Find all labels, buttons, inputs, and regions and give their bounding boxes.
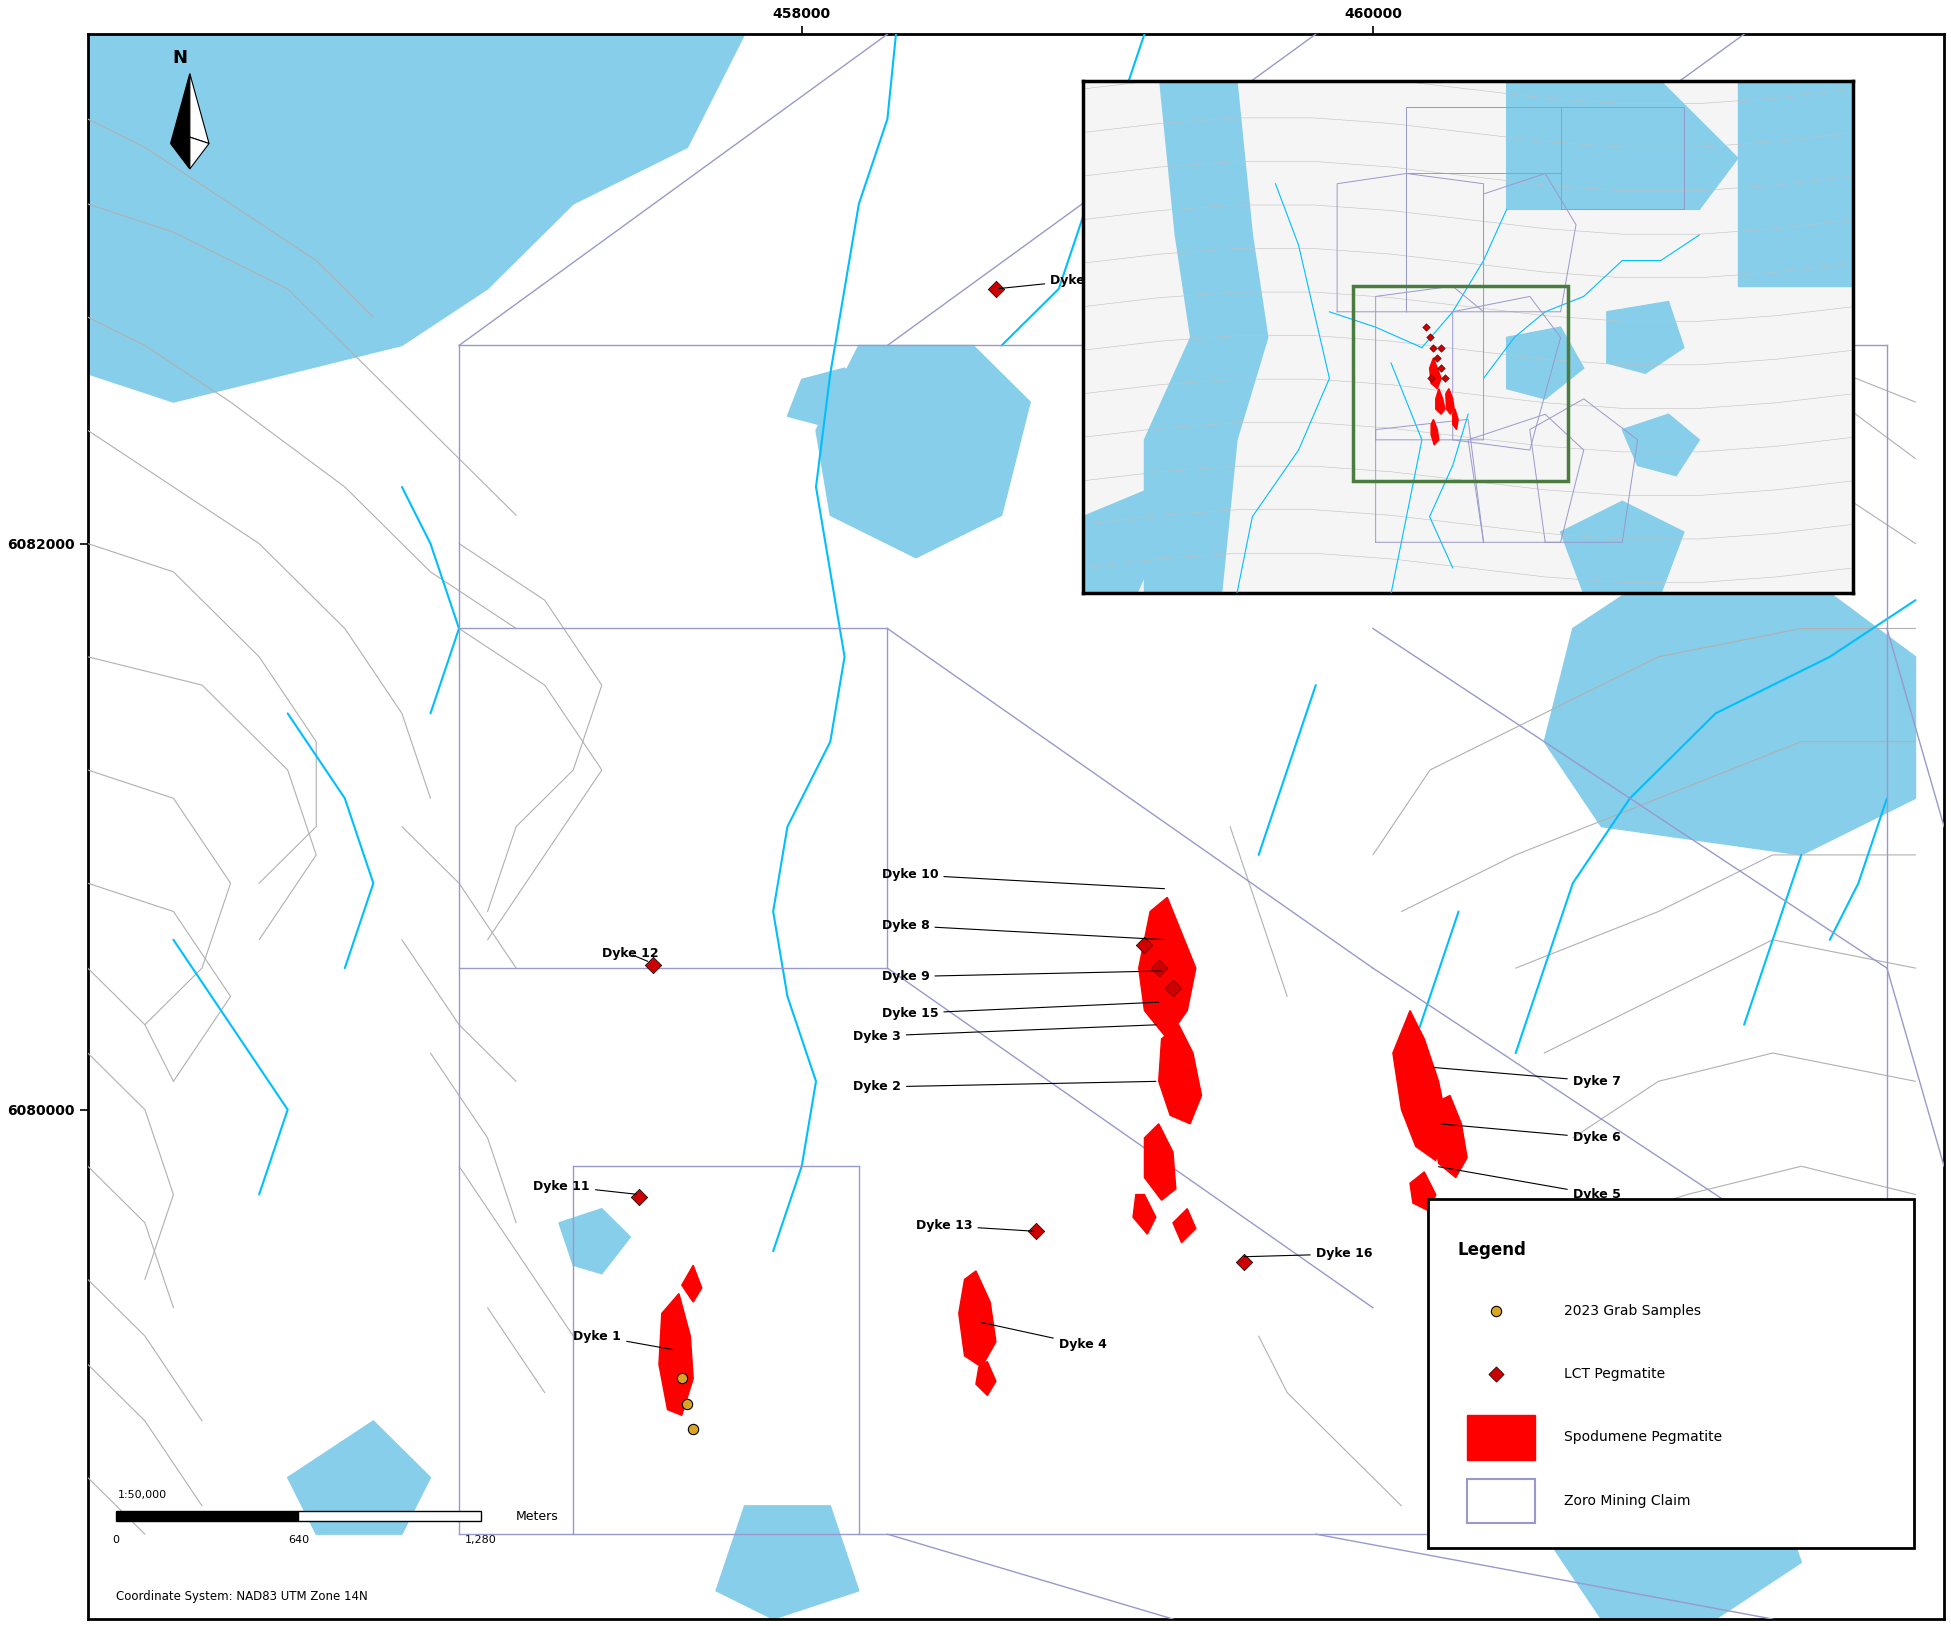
Polygon shape	[659, 1294, 693, 1415]
Polygon shape	[1083, 491, 1161, 593]
Bar	[1352, 286, 1569, 481]
Point	[622, 1184, 654, 1210]
Text: Dyke 8: Dyke 8	[882, 919, 1165, 940]
Point	[671, 1390, 702, 1416]
Polygon shape	[1506, 81, 1738, 210]
Polygon shape	[1173, 1208, 1196, 1242]
Polygon shape	[170, 73, 189, 143]
Text: Dyke 7: Dyke 7	[1432, 1067, 1621, 1088]
Text: LCT Pegmatite: LCT Pegmatite	[1565, 1367, 1666, 1380]
Polygon shape	[1432, 1096, 1467, 1177]
Polygon shape	[816, 345, 1030, 558]
Text: Dyke 9: Dyke 9	[882, 971, 1161, 984]
Point	[1411, 314, 1442, 340]
Point	[1020, 1218, 1052, 1244]
Point	[1430, 366, 1461, 392]
Polygon shape	[1608, 301, 1684, 374]
Polygon shape	[1139, 898, 1196, 1039]
Point	[979, 276, 1011, 302]
Bar	[1467, 1415, 1535, 1460]
Point	[1426, 354, 1457, 380]
Text: Dyke 2: Dyke 2	[853, 1080, 1155, 1093]
Polygon shape	[560, 1208, 630, 1273]
Bar	[115, 1511, 299, 1520]
Bar	[299, 1511, 482, 1520]
Text: 2023 Grab Samples: 2023 Grab Samples	[1565, 1304, 1701, 1317]
Polygon shape	[1436, 389, 1446, 415]
Polygon shape	[1134, 1195, 1155, 1234]
Polygon shape	[976, 1361, 995, 1395]
Polygon shape	[1623, 415, 1699, 476]
Polygon shape	[1393, 1011, 1448, 1161]
Text: Dyke 6: Dyke 6	[1442, 1124, 1621, 1145]
Text: 1:50,000: 1:50,000	[117, 1489, 166, 1501]
Text: Dyke 11: Dyke 11	[533, 1179, 636, 1193]
Polygon shape	[1145, 81, 1268, 593]
Point	[677, 1416, 708, 1442]
Text: Dyke 4: Dyke 4	[981, 1322, 1106, 1351]
Text: Dyke 5: Dyke 5	[1438, 1167, 1621, 1202]
Polygon shape	[1561, 501, 1684, 593]
Point	[1418, 335, 1450, 361]
Text: Meters: Meters	[515, 1509, 558, 1522]
Polygon shape	[1430, 358, 1442, 389]
Polygon shape	[1545, 572, 1916, 855]
Polygon shape	[189, 137, 209, 169]
Point	[1426, 335, 1457, 361]
Polygon shape	[716, 1506, 858, 1619]
Text: Coordinate System: NAD83 UTM Zone 14N: Coordinate System: NAD83 UTM Zone 14N	[115, 1590, 367, 1603]
Point	[665, 1366, 697, 1392]
Text: Dyke 13: Dyke 13	[915, 1220, 1034, 1233]
Polygon shape	[1506, 327, 1584, 398]
Point	[1422, 345, 1453, 371]
Text: Spodumene Pegmatite: Spodumene Pegmatite	[1565, 1431, 1723, 1444]
Text: N: N	[174, 49, 187, 67]
Text: Dyke 10: Dyke 10	[882, 868, 1165, 889]
FancyBboxPatch shape	[1428, 1198, 1914, 1548]
Point	[1143, 954, 1175, 980]
Polygon shape	[170, 137, 189, 169]
Polygon shape	[1738, 81, 1853, 286]
Text: 1,280: 1,280	[464, 1535, 498, 1545]
Polygon shape	[1432, 420, 1438, 446]
Polygon shape	[958, 1272, 995, 1367]
Polygon shape	[1446, 389, 1453, 415]
Text: Dyke 16: Dyke 16	[1245, 1247, 1372, 1260]
Point	[638, 953, 669, 979]
Point	[1157, 976, 1188, 1002]
Polygon shape	[189, 73, 209, 143]
Text: 640: 640	[289, 1535, 308, 1545]
Polygon shape	[1545, 1449, 1801, 1619]
Text: Dyke 15: Dyke 15	[882, 1002, 1159, 1020]
Polygon shape	[1453, 410, 1457, 429]
Text: 0: 0	[111, 1535, 119, 1545]
Polygon shape	[681, 1265, 702, 1302]
Text: Zoro Mining Claim: Zoro Mining Claim	[1565, 1494, 1692, 1507]
Point	[1416, 366, 1448, 392]
Point	[1229, 1249, 1260, 1275]
Point	[1481, 1361, 1512, 1387]
Text: Dyke 1: Dyke 1	[574, 1330, 673, 1350]
Polygon shape	[287, 1421, 431, 1535]
Text: Dyke 3: Dyke 3	[853, 1024, 1155, 1042]
Polygon shape	[788, 367, 874, 428]
Point	[1414, 325, 1446, 351]
Polygon shape	[1145, 1124, 1176, 1200]
Point	[1130, 932, 1161, 958]
Polygon shape	[88, 34, 745, 402]
Text: Dyke 12: Dyke 12	[601, 948, 657, 961]
Text: Dyke 14: Dyke 14	[999, 273, 1106, 288]
Bar	[1467, 1478, 1535, 1524]
Polygon shape	[1411, 1172, 1436, 1211]
Point	[1481, 1298, 1512, 1324]
Polygon shape	[1159, 1024, 1202, 1124]
Text: Legend: Legend	[1457, 1241, 1526, 1259]
